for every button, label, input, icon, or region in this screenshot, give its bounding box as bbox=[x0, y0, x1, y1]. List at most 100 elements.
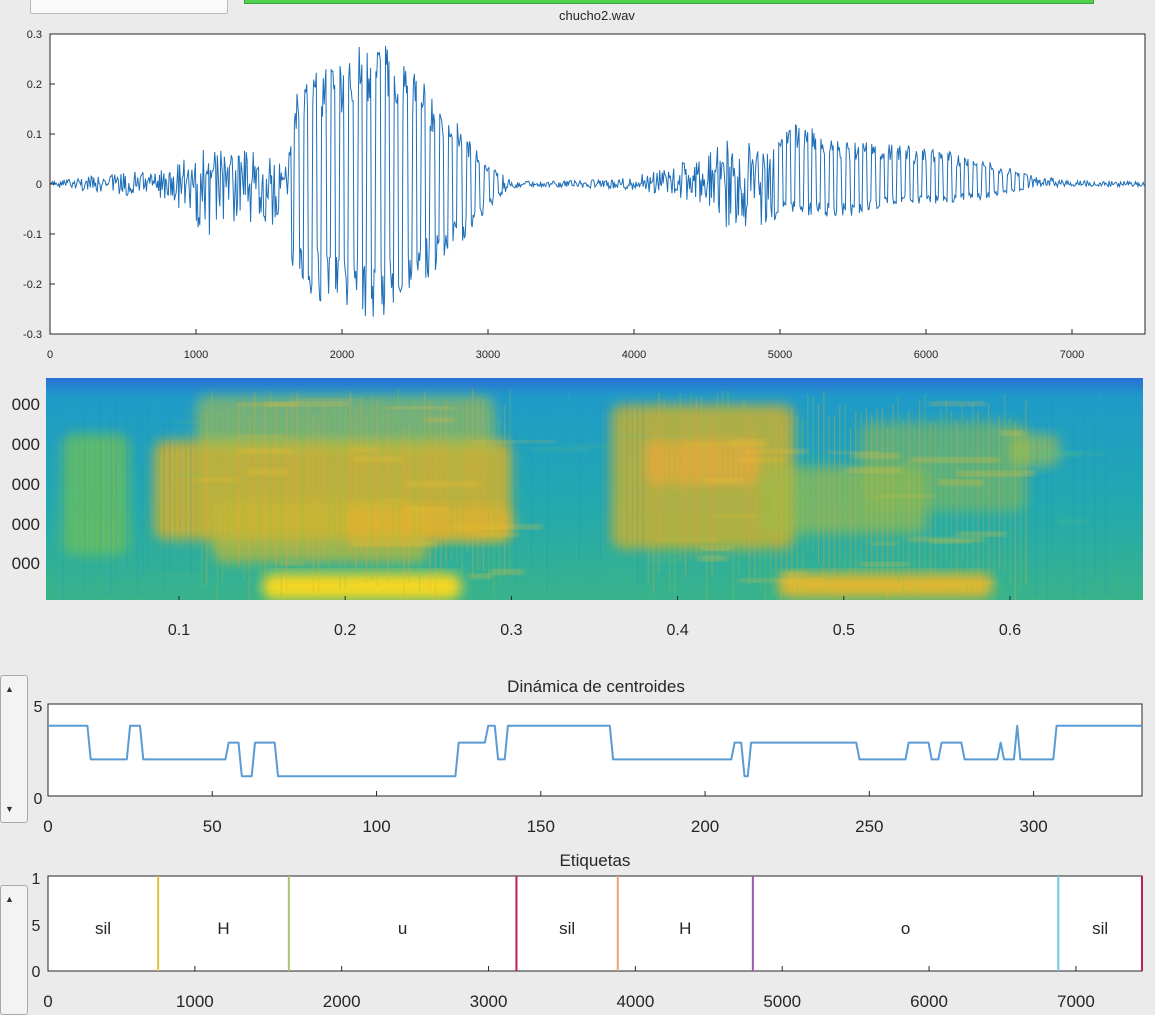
spectrogram-xtick-label: 0.4 bbox=[666, 622, 688, 639]
waveform-xtick-label: 3000 bbox=[476, 349, 500, 361]
spectrogram-streak bbox=[1035, 422, 1038, 597]
spectrogram-streak bbox=[184, 406, 187, 565]
spectrogram-streak bbox=[807, 394, 809, 549]
spectrogram-streak bbox=[855, 410, 857, 579]
labels-scroll-button[interactable]: ▲ bbox=[0, 885, 28, 1015]
spectrogram-xtick-label: 0.1 bbox=[168, 622, 190, 639]
spectrogram-streak bbox=[653, 426, 655, 595]
spectrogram-streak bbox=[902, 419, 905, 600]
spectrogram-streak bbox=[352, 541, 439, 547]
labels-axes bbox=[47, 875, 1143, 972]
spectrogram-streak bbox=[67, 397, 70, 559]
spectrogram-streak bbox=[99, 389, 102, 569]
spectrogram-streak bbox=[934, 421, 937, 577]
spectrogram-streak bbox=[371, 395, 373, 581]
spectrogram-streak bbox=[833, 415, 836, 600]
spectrogram-streak bbox=[1099, 388, 1101, 564]
spectrogram-streak bbox=[385, 406, 455, 410]
spectrogram-streak bbox=[73, 401, 75, 562]
centroids-xtick-label: 150 bbox=[527, 817, 555, 836]
spectrogram-streak bbox=[461, 408, 463, 574]
spectrogram-streak bbox=[972, 402, 974, 590]
spectrogram-streak bbox=[998, 415, 1000, 570]
spectrogram-streak bbox=[562, 410, 564, 600]
spectrogram-streak bbox=[1046, 421, 1048, 600]
spectrogram-ytick-label: 000 bbox=[12, 435, 40, 454]
spectrogram-streak bbox=[1025, 399, 1027, 585]
labels-title: Etiquetas bbox=[560, 851, 631, 870]
spectrogram-streak bbox=[551, 419, 554, 574]
spectrogram-streak bbox=[1009, 417, 1011, 585]
spectrogram-streak bbox=[307, 404, 309, 561]
spectrogram-streak bbox=[525, 414, 527, 581]
spectrogram-streak bbox=[350, 447, 377, 452]
centroids-plot: Dinámica de centroides 0 50 100 150 200 250 30… bbox=[34, 677, 1143, 836]
spectrogram-streak bbox=[1000, 430, 1025, 436]
spectrogram-streak bbox=[844, 404, 846, 576]
spectrogram-streak bbox=[909, 537, 985, 542]
spectrogram-streak bbox=[929, 539, 972, 544]
spectrogram-streak bbox=[514, 427, 516, 582]
spectrogram-streak bbox=[1037, 452, 1082, 457]
waveform-ytick-label: -0.2 bbox=[23, 279, 42, 291]
spectrogram-streak bbox=[265, 402, 348, 406]
labels-xtick-label: 3000 bbox=[470, 992, 508, 1011]
centroids-yaxis: 50 bbox=[34, 699, 43, 808]
spectrogram-streak bbox=[759, 420, 761, 589]
centroids-scroll-button[interactable]: ▲ ▼ bbox=[0, 675, 28, 823]
labels-xtick-label: 5000 bbox=[763, 992, 801, 1011]
spectrogram-streak bbox=[115, 389, 118, 580]
spectrogram-streak bbox=[715, 514, 758, 517]
spectrogram-streak bbox=[605, 388, 607, 545]
spectrogram-streak bbox=[301, 415, 304, 576]
spectrogram-streak bbox=[360, 397, 362, 553]
spectrogram-streak bbox=[823, 390, 825, 583]
spectrogram-streak bbox=[156, 574, 203, 577]
spectrogram-streak bbox=[621, 398, 623, 571]
spectrogram-streak bbox=[1041, 421, 1043, 575]
spectrogram-streak bbox=[743, 400, 745, 555]
spectrogram-streak bbox=[783, 571, 806, 577]
spectrogram-streak bbox=[379, 498, 403, 501]
waveform-xtick-label: 4000 bbox=[622, 349, 646, 361]
spectrogram-streak bbox=[938, 580, 994, 584]
spectrogram-energy-region bbox=[62, 433, 130, 556]
top-left-control[interactable] bbox=[30, 0, 228, 14]
waveform-title: chucho2.wav bbox=[559, 8, 635, 23]
centroids-xtick-label: 200 bbox=[691, 817, 719, 836]
spectrogram-streak bbox=[200, 415, 203, 589]
spectrogram-streak bbox=[333, 396, 336, 560]
spectrogram-streak bbox=[275, 403, 277, 570]
centroids-title: Dinámica de centroides bbox=[507, 677, 685, 696]
spectrogram-energy-region bbox=[777, 573, 994, 598]
spectrogram-streak bbox=[376, 397, 378, 587]
spectrogram-streak bbox=[845, 468, 903, 473]
spectrogram-streak bbox=[418, 410, 421, 591]
spectrogram-streak bbox=[387, 411, 389, 581]
spectrogram-streak bbox=[397, 389, 399, 567]
segment-label: sil bbox=[1092, 919, 1108, 938]
spectrogram-ytick-label: 000 bbox=[12, 515, 40, 534]
spectrogram-streak bbox=[482, 398, 485, 572]
spectrogram-ytick-label: 000 bbox=[12, 395, 40, 414]
spectrogram-streak bbox=[493, 413, 495, 597]
spectrogram-streak bbox=[541, 418, 543, 578]
scroll-up-icon: ▲ bbox=[5, 894, 14, 904]
spectrogram-streak bbox=[748, 410, 750, 585]
spectrogram-streak bbox=[754, 424, 756, 583]
spectrogram-streak bbox=[876, 409, 878, 599]
spectrogram-streak bbox=[381, 397, 383, 560]
spectrogram-streak bbox=[697, 556, 728, 561]
centroids-xtick-label: 100 bbox=[362, 817, 390, 836]
labels-xaxis: 0 1000 2000 3000 4000 5000 6000 7000 bbox=[43, 966, 1095, 1011]
spectrogram-streak bbox=[142, 418, 144, 579]
spectrogram-streak bbox=[910, 457, 1000, 463]
spectrogram-streak bbox=[950, 411, 953, 570]
spectrogram-streak bbox=[852, 453, 900, 459]
spectrogram-streak bbox=[782, 578, 824, 584]
spectrogram-streak bbox=[403, 507, 450, 512]
spectrogram-streak bbox=[874, 495, 936, 498]
spectrogram-streak bbox=[405, 481, 479, 487]
spectrogram-streak bbox=[643, 558, 687, 563]
